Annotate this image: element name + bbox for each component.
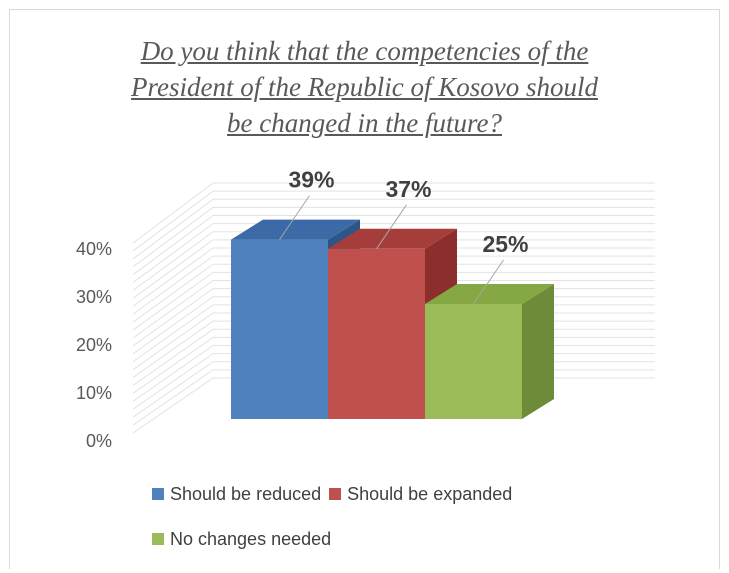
chart-title-line-2: President of the Republic of Kosovo shou… xyxy=(131,72,598,102)
legend: Should be reduced Should be expanded No … xyxy=(152,483,652,573)
chart-title-line-1: Do you think that the competencies of th… xyxy=(140,36,589,66)
gridline xyxy=(132,239,214,299)
gridline xyxy=(132,190,214,252)
gridline xyxy=(132,215,214,276)
gridline xyxy=(132,182,214,244)
chart-title: Do you think that the competencies of th… xyxy=(0,33,729,141)
bars xyxy=(231,219,554,419)
gridline xyxy=(132,198,214,260)
chart-title-line-3: be changed in the future? xyxy=(227,108,502,138)
y-tick-label: 30% xyxy=(76,287,112,307)
gridline xyxy=(132,336,214,394)
data-label-leader xyxy=(279,195,310,240)
chart-frame xyxy=(9,9,720,569)
gridline xyxy=(132,263,214,323)
legend-label-expanded: Should be expanded xyxy=(347,483,513,504)
data-label: 37% xyxy=(385,176,431,202)
legend-label-no-changes: No changes needed xyxy=(170,528,332,549)
data-labels: 39% 37% 25% xyxy=(279,167,529,305)
gridline xyxy=(132,345,214,402)
y-axis-ticks: 0% 10% 20% 30% 40% xyxy=(76,239,112,451)
data-label: 39% xyxy=(288,167,334,193)
data-label: 25% xyxy=(482,231,528,257)
gridline xyxy=(132,271,214,331)
bar xyxy=(425,304,522,419)
y-tick-label: 10% xyxy=(76,383,112,403)
bar-top xyxy=(425,284,554,304)
legend-item-expanded: Should be expanded xyxy=(329,484,512,505)
gridline xyxy=(132,223,214,283)
bar-side xyxy=(522,284,554,419)
bar-top xyxy=(231,219,360,240)
gridline xyxy=(132,361,214,418)
gridline xyxy=(132,288,214,347)
legend-swatch-no-changes xyxy=(152,533,164,545)
y-tick-label: 20% xyxy=(76,335,112,355)
legend-item-no-changes: No changes needed xyxy=(152,529,331,550)
gridline xyxy=(132,206,214,268)
gridline xyxy=(132,280,214,339)
data-label-leader xyxy=(473,259,504,305)
y-tick-label: 0% xyxy=(86,431,112,451)
gridline xyxy=(132,320,214,378)
y-tick-label: 40% xyxy=(76,239,112,259)
gridline xyxy=(132,231,214,291)
bar xyxy=(328,248,425,419)
gridline xyxy=(132,369,214,426)
legend-label-reduced: Should be reduced xyxy=(170,483,322,504)
bar xyxy=(231,239,328,419)
gridline xyxy=(132,255,214,315)
legend-item-reduced: Should be reduced xyxy=(152,484,321,505)
legend-swatch-expanded xyxy=(329,488,342,500)
gridline xyxy=(132,296,214,355)
data-label-leader xyxy=(376,204,407,250)
gridline xyxy=(132,247,214,307)
legend-swatch-reduced xyxy=(152,488,164,500)
bar-top xyxy=(328,228,457,249)
gridline xyxy=(132,353,214,410)
gridline xyxy=(132,377,214,434)
gridline xyxy=(132,304,214,363)
gridline xyxy=(132,328,214,386)
gridline xyxy=(132,312,214,371)
